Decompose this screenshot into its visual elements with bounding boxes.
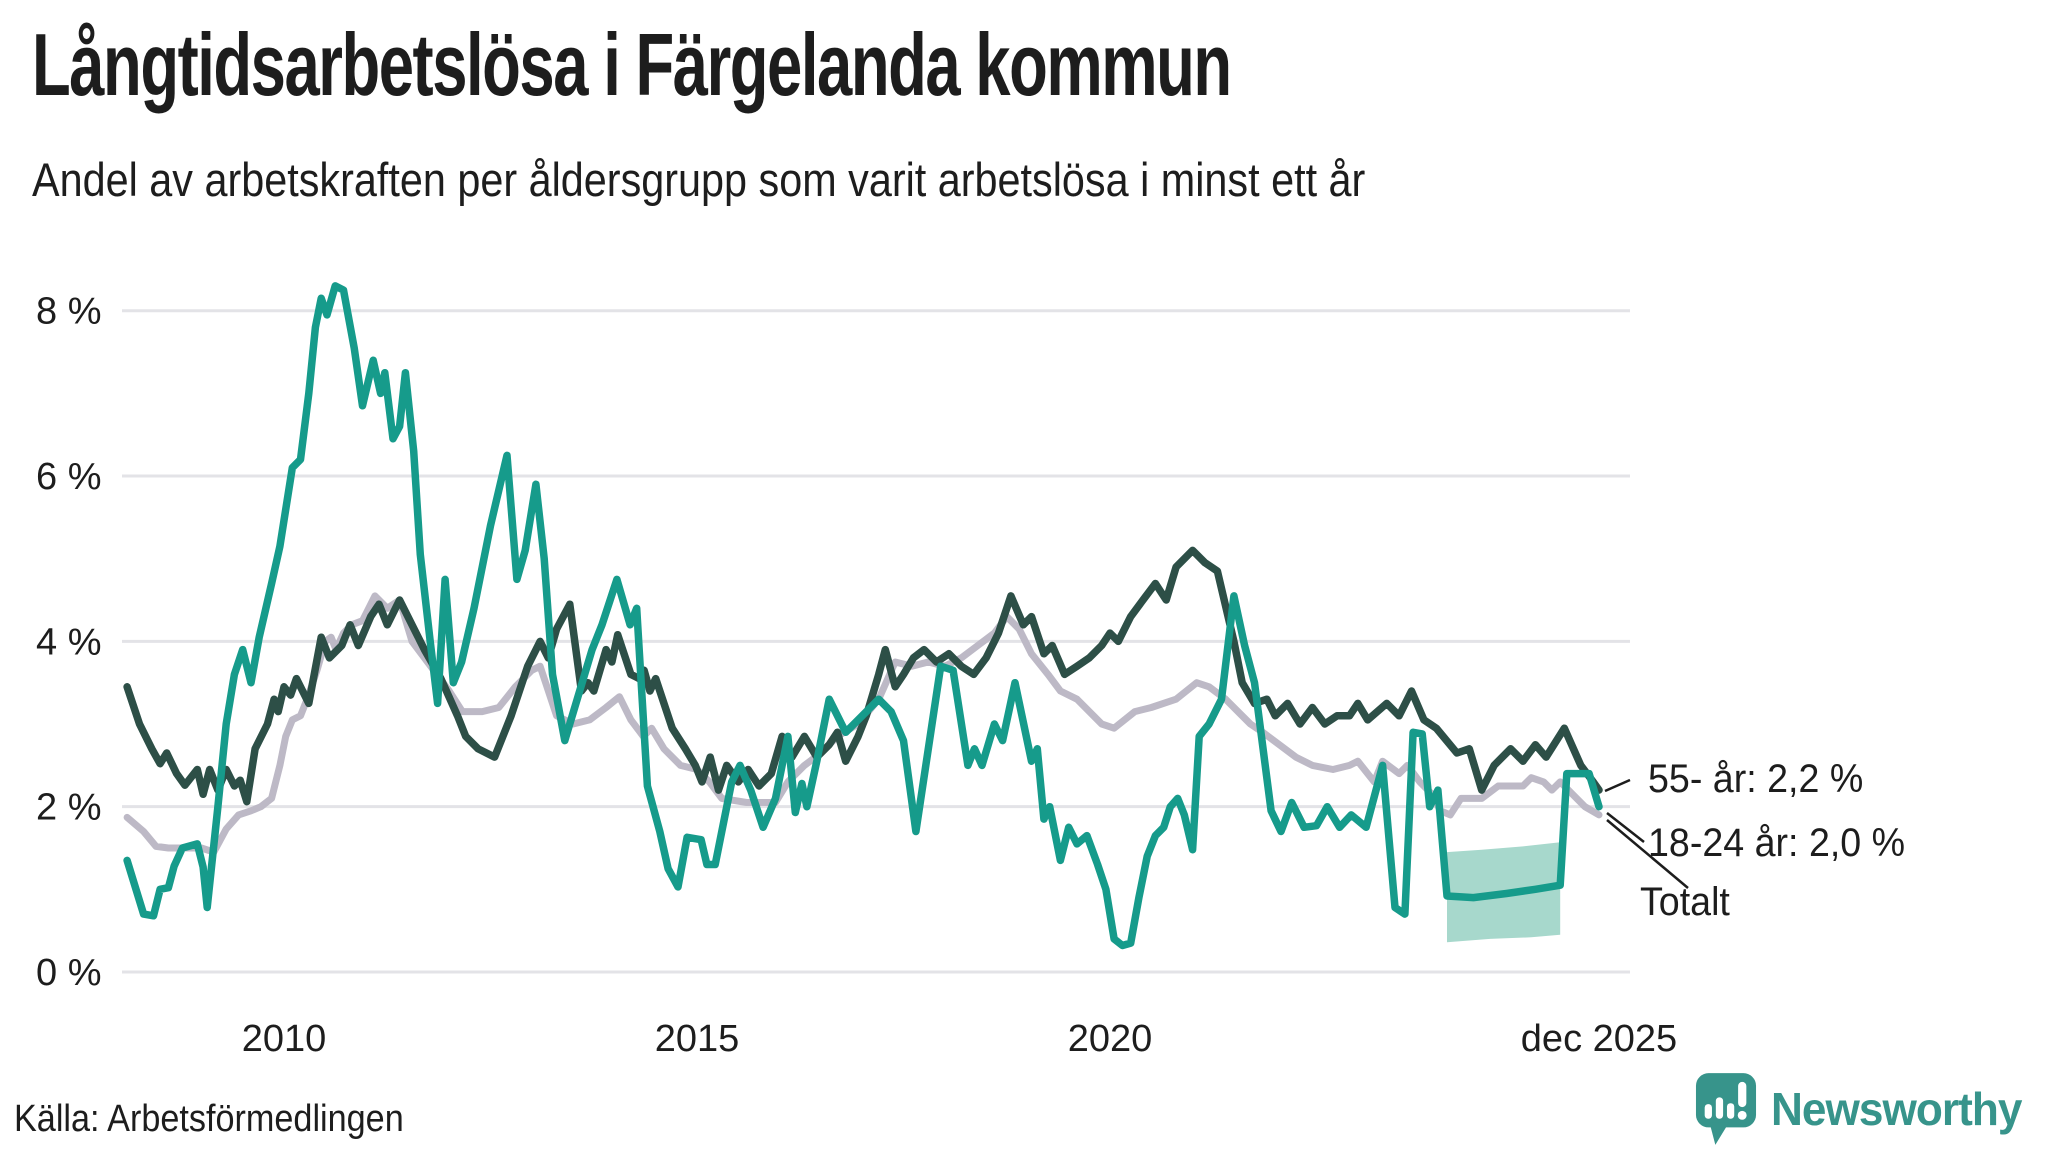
leader-lines [1604,778,1689,889]
leader-line-18-24 [1606,812,1645,843]
leader-line-totalt [1606,819,1689,889]
chart-plot-area: 0 % 2 % 4 % 6 % 8 % 2010 2015 2020 dec 2025 [36,282,1677,1060]
newsworthy-logo-icon [1696,1073,1757,1145]
source-note: Källa: Arbetsförmedlingen [14,1098,404,1140]
x-axis-tick-label: 2015 [655,1018,740,1060]
y-axis-tick-label: 4 % [36,621,101,663]
leader-line-55 [1604,778,1631,793]
series-end-label-55: 55- år: 2,2 % [1648,757,1864,801]
series-line-18-24-r [123,282,1603,950]
page-title: Långtidsarbetslösa i Färgelanda kommun [32,15,1232,114]
page-subtitle: Andel av arbetskraften per åldersgrupp s… [32,153,1366,206]
newsworthy-wordmark: Newsworthy [1771,1083,2022,1135]
series-end-label-totalt: Totalt [1640,880,1730,924]
x-axis-tick-label: 2010 [242,1018,327,1060]
y-axis-tick-label: 8 % [36,291,101,333]
newsworthy-logo[interactable]: Newsworthy [1695,1072,2032,1146]
y-axis-tick-label: 6 % [36,456,101,498]
x-axis-tick-label: dec 2025 [1521,1018,1677,1060]
x-axis-tick-label: 2020 [1068,1018,1153,1060]
y-axis-tick-label: 0 % [36,952,101,994]
series-end-label-18-24: 18-24 år: 2,0 % [1648,821,1906,865]
y-axis-tick-label: 2 % [36,787,101,829]
